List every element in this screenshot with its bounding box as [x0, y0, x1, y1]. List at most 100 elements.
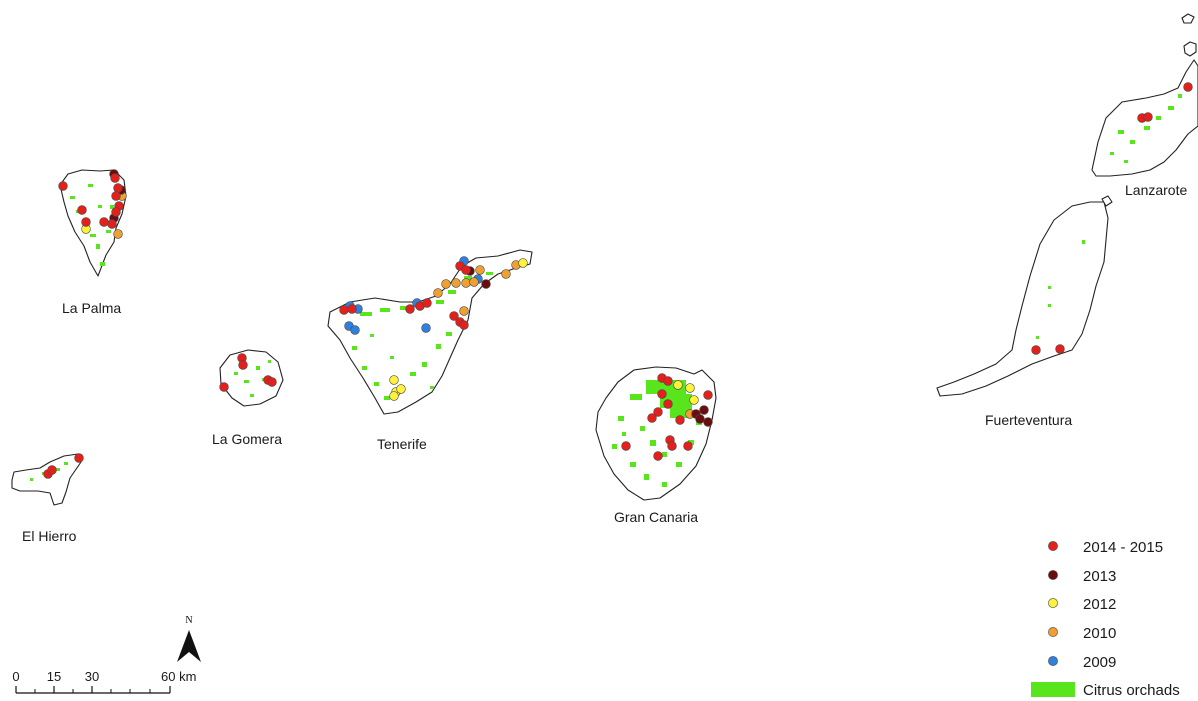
- point-2014-2015: [238, 360, 248, 370]
- scale-tick-30: 30: [85, 669, 99, 684]
- point-2014-2015: [1055, 344, 1065, 354]
- point-2012: [389, 391, 399, 401]
- scale-bar: 0 15 30 60 km: [12, 669, 196, 694]
- point-2014-2015: [621, 441, 631, 451]
- point-2014-2015: [111, 207, 121, 217]
- legend-marker-2014-2015: [1048, 541, 1058, 551]
- point-2014-2015: [110, 173, 120, 183]
- north-arrow-label: N: [185, 615, 192, 626]
- label-el-hierro: El Hierro: [22, 528, 77, 544]
- point-2012: [689, 395, 699, 405]
- point-2012: [673, 380, 683, 390]
- legend-label-2013: 2013: [1083, 568, 1116, 585]
- point-2014-2015: [422, 298, 432, 308]
- label-la-palma: La Palma: [62, 300, 121, 316]
- point-2014-2015: [81, 217, 91, 227]
- point-2010: [469, 277, 479, 287]
- point-2012: [396, 384, 406, 394]
- point-2014-2015: [219, 382, 229, 392]
- point-2014-2015: [113, 183, 123, 193]
- legend: 2014 - 2015 2013 2012 2010 2009 Citrus o…: [1031, 539, 1180, 699]
- point-2014-2015: [339, 305, 349, 315]
- legend-marker-2013: [1048, 570, 1058, 580]
- island-la-gomera: [219, 349, 284, 407]
- points-2012: [81, 224, 699, 405]
- point-2014-2015: [405, 304, 415, 314]
- point-2010: [451, 278, 461, 288]
- legend-marker-2009: [1048, 656, 1058, 666]
- island-el-hierro: [11, 453, 82, 506]
- legend-swatch-citrus-orchards: [1031, 682, 1075, 697]
- north-arrow-icon: [177, 630, 201, 662]
- orchards-fuerteventura: [1036, 240, 1085, 339]
- point-2014-2015: [1143, 112, 1153, 122]
- point-2014-2015: [653, 407, 663, 417]
- label-la-gomera: La Gomera: [212, 431, 282, 447]
- point-2014-2015: [449, 311, 459, 321]
- point-2012: [685, 383, 695, 393]
- orchards-tenerife: [352, 272, 493, 400]
- point-2009: [421, 323, 431, 333]
- island-outlines: [11, 13, 1198, 506]
- point-2014-2015: [459, 320, 469, 330]
- islet-lanzarote-north: [1183, 41, 1197, 57]
- point-2014-2015: [653, 451, 663, 461]
- legend-label-2010: 2010: [1083, 625, 1116, 642]
- legend-marker-2010: [1048, 627, 1058, 637]
- point-2014-2015: [111, 191, 121, 201]
- scale-tick-60-km: 60 km: [161, 669, 196, 684]
- label-lanzarote: Lanzarote: [1125, 182, 1187, 198]
- point-2013: [695, 414, 705, 424]
- label-tenerife: Tenerife: [377, 436, 427, 452]
- point-2014-2015: [1031, 345, 1041, 355]
- point-2014-2015: [74, 453, 84, 463]
- point-2014-2015: [703, 390, 713, 400]
- scale-tick-0: 0: [12, 669, 19, 684]
- point-2012: [518, 258, 528, 268]
- point-2014-2015: [675, 415, 685, 425]
- point-2010: [441, 279, 451, 289]
- point-2014-2015: [461, 265, 471, 275]
- point-2014-2015: [1183, 82, 1193, 92]
- islet-alegranza: [1181, 13, 1195, 24]
- point-2013: [699, 405, 709, 415]
- island-fuerteventura: [936, 201, 1109, 397]
- point-2010: [501, 269, 511, 279]
- point-2014-2015: [99, 217, 109, 227]
- legend-marker-2012: [1048, 598, 1058, 608]
- point-2014-2015: [77, 205, 87, 215]
- label-fuerteventura: Fuerteventura: [985, 412, 1072, 428]
- orchards-lanzarote: [1110, 94, 1182, 163]
- point-2014-2015: [683, 441, 693, 451]
- points-2014-2015: [43, 82, 1193, 479]
- island-labels: La Palma El Hierro La Gomera Tenerife Gr…: [22, 182, 1187, 544]
- scale-tick-15: 15: [47, 669, 61, 684]
- legend-label-citrus-orchards: Citrus orchads: [1083, 682, 1180, 699]
- point-2014-2015: [267, 377, 277, 387]
- islet-lobos: [1101, 195, 1113, 207]
- point-2012: [389, 375, 399, 385]
- point-2014-2015: [107, 219, 117, 229]
- legend-label-2012: 2012: [1083, 596, 1116, 613]
- point-2014-2015: [657, 389, 667, 399]
- point-2014-2015: [667, 441, 677, 451]
- point-2010: [461, 278, 471, 288]
- legend-label-2009: 2009: [1083, 654, 1116, 671]
- point-2014-2015: [663, 376, 673, 386]
- point-2010: [113, 229, 123, 239]
- point-2013: [481, 279, 491, 289]
- legend-label-2014-2015: 2014 - 2015: [1083, 539, 1163, 556]
- detection-points: [43, 82, 1193, 479]
- point-2010: [459, 306, 469, 316]
- label-gran-canaria: Gran Canaria: [614, 509, 698, 525]
- point-2009: [350, 325, 360, 335]
- point-2010: [433, 288, 443, 298]
- point-2014-2015: [647, 413, 657, 423]
- north-arrow: N: [177, 615, 201, 662]
- point-2013: [703, 417, 713, 427]
- point-2014-2015: [47, 465, 57, 475]
- point-2014-2015: [58, 181, 68, 191]
- point-2014-2015: [663, 399, 673, 409]
- point-2010: [475, 265, 485, 275]
